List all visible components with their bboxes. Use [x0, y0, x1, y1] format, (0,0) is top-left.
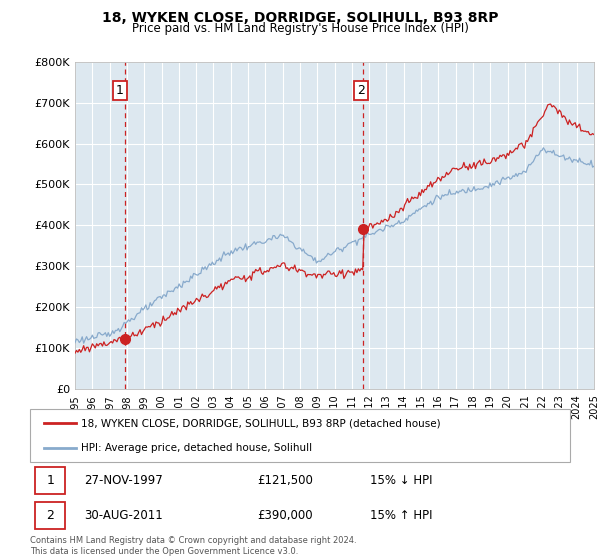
Text: £390,000: £390,000: [257, 509, 313, 522]
Text: Contains HM Land Registry data © Crown copyright and database right 2024.
This d: Contains HM Land Registry data © Crown c…: [30, 536, 356, 556]
FancyBboxPatch shape: [35, 467, 65, 494]
Text: 1: 1: [46, 474, 54, 487]
Text: 27-NOV-1997: 27-NOV-1997: [84, 474, 163, 487]
Text: 18, WYKEN CLOSE, DORRIDGE, SOLIHULL, B93 8RP (detached house): 18, WYKEN CLOSE, DORRIDGE, SOLIHULL, B93…: [82, 418, 441, 428]
FancyBboxPatch shape: [35, 502, 65, 529]
Text: 1: 1: [116, 84, 124, 97]
FancyBboxPatch shape: [30, 409, 570, 462]
Text: 18, WYKEN CLOSE, DORRIDGE, SOLIHULL, B93 8RP: 18, WYKEN CLOSE, DORRIDGE, SOLIHULL, B93…: [102, 11, 498, 25]
Text: 30-AUG-2011: 30-AUG-2011: [84, 509, 163, 522]
Text: 15% ↑ HPI: 15% ↑ HPI: [370, 509, 433, 522]
Text: 2: 2: [356, 84, 365, 97]
Text: 2: 2: [46, 509, 54, 522]
Text: HPI: Average price, detached house, Solihull: HPI: Average price, detached house, Soli…: [82, 442, 313, 452]
Text: Price paid vs. HM Land Registry's House Price Index (HPI): Price paid vs. HM Land Registry's House …: [131, 22, 469, 35]
Text: 15% ↓ HPI: 15% ↓ HPI: [370, 474, 433, 487]
Text: £121,500: £121,500: [257, 474, 313, 487]
